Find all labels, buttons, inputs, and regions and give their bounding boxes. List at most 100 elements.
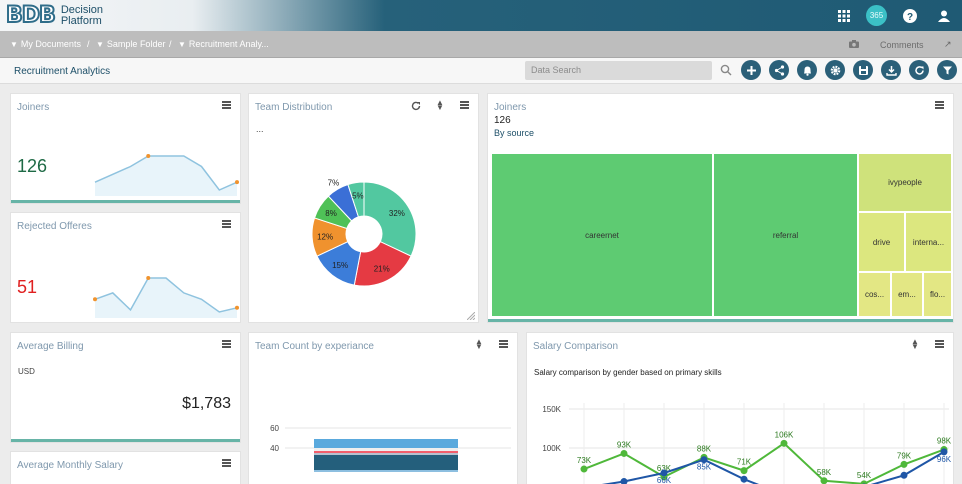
expand-icon[interactable]: ↗ [944, 39, 952, 49]
series-point[interactable] [620, 478, 628, 484]
sort-icon[interactable]: ▲ ▼ [911, 337, 919, 351]
sparkline-point[interactable] [146, 276, 151, 280]
series-point[interactable] [740, 467, 748, 475]
resize-handle-icon[interactable] [467, 312, 475, 320]
treemap-cell-drive[interactable]: drive [858, 212, 905, 272]
top-bar: BDB Decision Platform 365 ? [0, 0, 962, 31]
sort-icon[interactable]: ▲ ▼ [475, 337, 483, 351]
user-icon[interactable] [932, 0, 956, 31]
menu-icon[interactable] [222, 340, 231, 348]
sparkline-point[interactable] [146, 154, 151, 158]
joiners-kpi-widget: Joiners 126 [10, 93, 241, 204]
export-button[interactable] [881, 60, 901, 80]
widget-subtitle: Salary comparison by gender based on pri… [534, 368, 722, 377]
widget-title: Team Count by experiance [255, 341, 374, 352]
refresh-icon[interactable] [411, 101, 421, 111]
series-point[interactable] [900, 460, 908, 468]
data-label: 106K [775, 430, 794, 439]
search-icon[interactable] [720, 64, 732, 76]
sparkline-area [95, 156, 237, 196]
series-point[interactable] [620, 449, 628, 457]
series-point[interactable] [860, 480, 868, 484]
series-point[interactable] [580, 465, 588, 473]
treemap-cell-careernet[interactable]: careernet [491, 153, 713, 317]
sparkline-point[interactable] [93, 297, 97, 302]
widget-underline [11, 439, 240, 442]
axis-tick-label: 60 [270, 424, 279, 433]
bar-segment[interactable] [314, 439, 458, 448]
series-point[interactable] [780, 439, 788, 447]
widget-title: Joiners [17, 102, 50, 113]
share-icon [774, 64, 784, 76]
donut-slice[interactable] [363, 181, 417, 257]
logo[interactable]: BDB Decision Platform [5, 2, 103, 29]
sparkline-point[interactable] [235, 305, 239, 310]
bell-icon [803, 66, 811, 76]
avatar[interactable]: 365 [866, 5, 887, 26]
donut-label: 5% [352, 191, 364, 200]
refresh-icon [914, 65, 924, 75]
data-label: 66K [657, 476, 672, 484]
apps-grid-icon[interactable] [832, 0, 856, 31]
breadcrumb-recruitment[interactable]: ▼ Recruitment Analy... [178, 39, 269, 49]
donut-label: 32% [389, 209, 405, 218]
treemap-cell-interna[interactable]: interna... [905, 212, 952, 272]
menu-icon[interactable] [222, 101, 231, 109]
menu-icon[interactable] [222, 220, 231, 228]
settings-button[interactable] [825, 60, 845, 80]
series-point[interactable] [740, 475, 748, 483]
menu-icon[interactable] [935, 340, 944, 348]
treemap-cell-referral[interactable]: referral [713, 153, 858, 317]
share-button[interactable] [769, 60, 789, 80]
gear-icon [830, 65, 840, 75]
add-button[interactable] [741, 60, 761, 80]
menu-icon[interactable] [222, 459, 231, 467]
notification-button[interactable] [797, 60, 817, 80]
menu-icon[interactable] [499, 340, 508, 348]
svg-text:?: ? [907, 12, 913, 23]
bar-segment[interactable] [314, 455, 458, 470]
data-search-input[interactable]: Data Search [525, 61, 712, 80]
menu-icon[interactable] [460, 101, 469, 109]
logo-line-2: Platform [60, 14, 102, 27]
sort-icon[interactable]: ▲ ▼ [436, 98, 444, 112]
sparkline-area [95, 278, 237, 318]
help-icon[interactable]: ? [898, 0, 922, 31]
donut-slice[interactable] [353, 240, 412, 287]
comments-button[interactable]: Comments [880, 40, 924, 50]
sparkline-line [94, 277, 238, 313]
treemap-cell-ivypeople[interactable]: ivypeople [858, 153, 952, 212]
breadcrumb-my-documents[interactable]: ▼ My Documents [10, 39, 81, 49]
series-point[interactable] [660, 469, 668, 477]
donut-label: 21% [374, 265, 390, 274]
data-label: 98K [937, 437, 952, 446]
donut-label: 7% [328, 179, 340, 187]
rejected-offers-kpi-widget: Rejected Offeres 51 [10, 212, 241, 323]
bar-segment[interactable] [314, 448, 458, 451]
joiners-total: 126 [494, 115, 511, 126]
bar-segment[interactable] [314, 451, 458, 453]
save-button[interactable] [853, 60, 873, 80]
filter-button[interactable] [937, 60, 957, 80]
breadcrumb-sample-folder[interactable]: ▼ Sample Folder [96, 39, 166, 49]
series-point[interactable] [940, 448, 948, 456]
joiners-by-source-widget: Joiners 126 By source careernet referral… [487, 93, 954, 323]
bar-segment[interactable] [314, 470, 458, 472]
joiners-sparkline [94, 154, 239, 196]
treemap-cell-flo[interactable]: flo... [923, 272, 952, 317]
series-point[interactable] [820, 477, 828, 484]
treemap-cell-cos[interactable]: cos... [858, 272, 891, 317]
series-point[interactable] [900, 471, 908, 479]
bar-segment[interactable] [314, 453, 458, 455]
sparkline-point[interactable] [235, 180, 239, 185]
data-label: 58K [817, 468, 832, 477]
donut-slice[interactable] [347, 181, 365, 218]
refresh-button[interactable] [909, 60, 929, 80]
donut-label: 15% [332, 261, 348, 270]
camera-icon[interactable] [849, 40, 859, 48]
widget-title: Average Billing [17, 341, 84, 352]
export-icon [885, 65, 897, 76]
treemap-cell-em[interactable]: em... [891, 272, 923, 317]
menu-icon[interactable] [935, 101, 944, 109]
series-point[interactable] [700, 456, 708, 464]
